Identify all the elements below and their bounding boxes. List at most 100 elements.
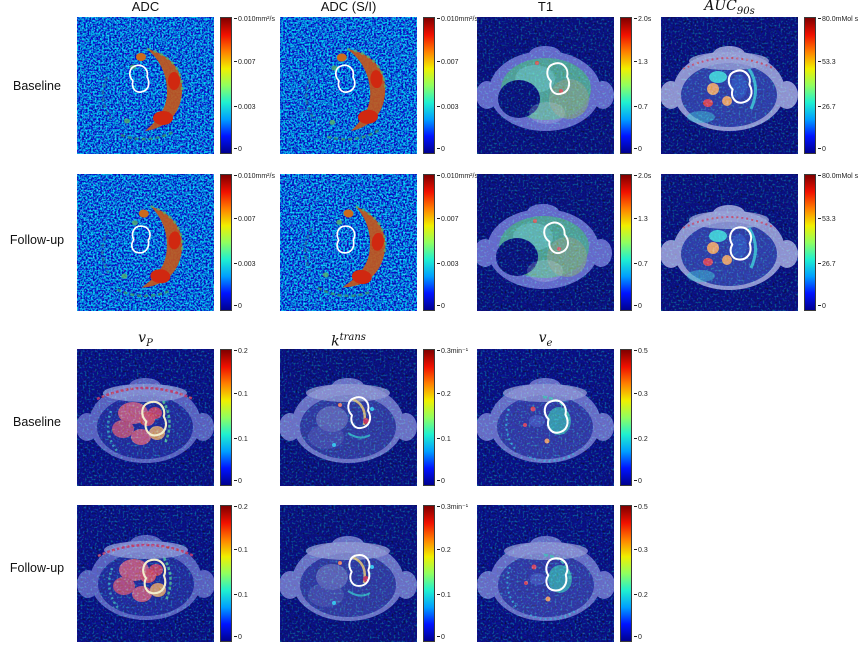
colorbar-tick: 26.7	[818, 261, 836, 268]
colorbar-tick: 0.2	[437, 391, 451, 398]
colorbar-tick: 80.0mMol s	[818, 16, 858, 23]
colorbar-tick: 0	[234, 634, 242, 641]
colorbar-tick: 0	[437, 634, 445, 641]
panel-adcsi-followup: 0.010mm²/s 0.007 0.003 0	[280, 173, 480, 311]
panel-ktrans-followup: 0.3min⁻¹ 0.2 0.1 0	[280, 504, 480, 642]
colorbar-tick: 80.0mMol s	[818, 173, 858, 180]
colorbar-tick: 0.3	[634, 391, 648, 398]
colorbar-tick: 0.010mm²/s	[234, 16, 275, 23]
colorbar-tick: 1.3	[634, 59, 648, 66]
colorbar-tick: 0	[634, 303, 642, 310]
colorbar-tick: 0.2	[634, 592, 648, 599]
panel-vp-baseline: vP 0.2 0.1 0.1 0	[77, 331, 277, 486]
colorbar-tick: 0.5	[634, 348, 648, 355]
panel-title-vp: vP	[138, 330, 153, 349]
panel-title-adc: ADC	[131, 0, 160, 14]
colorbar-tick: 2.0s	[634, 16, 651, 23]
panel-t1-baseline: T1 2.0s 1.3 0.7 0	[477, 0, 677, 154]
colorbar-tick: 0.1	[234, 391, 248, 398]
colorbar-tick: 0	[234, 303, 242, 310]
colorbar-gradient	[620, 17, 632, 154]
colorbar-tick: 53.3	[818, 59, 836, 66]
colorbar-adcsi-baseline: 0.010mm²/s 0.007 0.003 0	[423, 16, 480, 154]
colorbar-tick: 0.007	[437, 59, 459, 66]
colorbar-tick: 0.7	[634, 104, 648, 111]
panel-title-adcsi: ADC (S/I)	[320, 0, 377, 14]
colorbar-gradient	[423, 349, 435, 486]
panel-t1-followup: 2.0s 1.3 0.7 0	[477, 173, 677, 311]
colorbar-gradient	[220, 349, 232, 486]
panel-title-auc90s: AUC90s	[704, 0, 755, 17]
colorbar-gradient	[620, 505, 632, 642]
colorbar-gradient	[220, 17, 232, 154]
panel-auc90s-baseline: AUC90s 80.0mMol s 53.3 26.7 0	[661, 0, 861, 154]
colorbar-t1-baseline: 2.0s 1.3 0.7 0	[620, 16, 677, 154]
colorbar-tick: 0	[437, 146, 445, 153]
colorbar-tick: 0	[437, 303, 445, 310]
colorbar-tick: 26.7	[818, 104, 836, 111]
vp-followup-image	[77, 505, 214, 642]
row-label-baseline-top: Baseline	[13, 79, 61, 93]
panel-adc-followup: 0.010mm²/s 0.007 0.003 0	[77, 173, 277, 311]
adcsi-followup-image	[280, 174, 417, 311]
colorbar-tick: 0.1	[437, 436, 451, 443]
colorbar-ve-followup: 0.5 0.3 0.2 0	[620, 504, 677, 642]
colorbar-tick: 0.003	[234, 261, 256, 268]
colorbar-tick: 0.3min⁻¹	[437, 504, 468, 511]
colorbar-gradient	[620, 174, 632, 311]
colorbar-tick: 0.2	[234, 348, 248, 355]
colorbar-vp-baseline: 0.2 0.1 0.1 0	[220, 348, 277, 486]
t1-baseline-image	[477, 17, 614, 154]
row-label-baseline-bottom: Baseline	[13, 415, 61, 429]
colorbar-tick: 0.003	[437, 261, 459, 268]
colorbar-tick: 0.2	[234, 504, 248, 511]
panel-vp-followup: 0.2 0.1 0.1 0	[77, 504, 277, 642]
colorbar-tick: 0	[818, 303, 826, 310]
colorbar-tick: 0.007	[234, 59, 256, 66]
panel-ve-baseline: ve 0.5 0.3 0.2 0	[477, 331, 677, 486]
auc90s-baseline-image	[661, 17, 798, 154]
colorbar-gradient	[423, 17, 435, 154]
colorbar-gradient	[220, 174, 232, 311]
colorbar-tick: 0.3min⁻¹	[437, 348, 468, 355]
colorbar-tick: 0.5	[634, 504, 648, 511]
adc-baseline-image	[77, 17, 214, 154]
row-label-followup-top: Follow-up	[9, 233, 65, 247]
colorbar-adcsi-followup: 0.010mm²/s 0.007 0.003 0	[423, 173, 480, 311]
colorbar-tick: 0.003	[437, 104, 459, 111]
colorbar-auc90s-baseline: 80.0mMol s 53.3 26.7 0	[804, 16, 861, 154]
colorbar-tick: 0.1	[234, 436, 248, 443]
colorbar-tick: 0	[818, 146, 826, 153]
colorbar-gradient	[220, 505, 232, 642]
panel-adcsi-baseline: ADC (S/I) 0.010mm²/s 0.007 0.003 0	[280, 0, 480, 154]
colorbar-gradient	[423, 505, 435, 642]
panel-ve-followup: 0.5 0.3 0.2 0	[477, 504, 677, 642]
colorbar-tick: 0.010mm²/s	[234, 173, 275, 180]
ve-baseline-image	[477, 349, 614, 486]
panel-title-ve: ve	[538, 330, 553, 349]
ktrans-followup-image	[280, 505, 417, 642]
colorbar-gradient	[804, 174, 816, 311]
auc90s-followup-image	[661, 174, 798, 311]
colorbar-tick: 0.3	[634, 547, 648, 554]
colorbar-tick: 0.007	[234, 216, 256, 223]
panel-title-ktrans: ktrans	[331, 332, 366, 350]
colorbar-tick: 0.1	[437, 592, 451, 599]
colorbar-tick: 0.003	[234, 104, 256, 111]
colorbar-tick: 53.3	[818, 216, 836, 223]
colorbar-tick: 0	[437, 478, 445, 485]
colorbar-gradient	[423, 174, 435, 311]
adc-followup-image	[77, 174, 214, 311]
colorbar-gradient	[804, 17, 816, 154]
colorbar-ve-baseline: 0.5 0.3 0.2 0	[620, 348, 677, 486]
colorbar-ktrans-followup: 0.3min⁻¹ 0.2 0.1 0	[423, 504, 480, 642]
colorbar-vp-followup: 0.2 0.1 0.1 0	[220, 504, 277, 642]
colorbar-tick: 0	[634, 478, 642, 485]
panel-title-t1: T1	[537, 0, 554, 14]
colorbar-tick: 0	[634, 634, 642, 641]
colorbar-tick: 0.7	[634, 261, 648, 268]
colorbar-adc-followup: 0.010mm²/s 0.007 0.003 0	[220, 173, 277, 311]
colorbar-tick: 1.3	[634, 216, 648, 223]
row-label-followup-bottom: Follow-up	[9, 561, 65, 575]
colorbar-tick: 0.010mm²/s	[437, 173, 478, 180]
